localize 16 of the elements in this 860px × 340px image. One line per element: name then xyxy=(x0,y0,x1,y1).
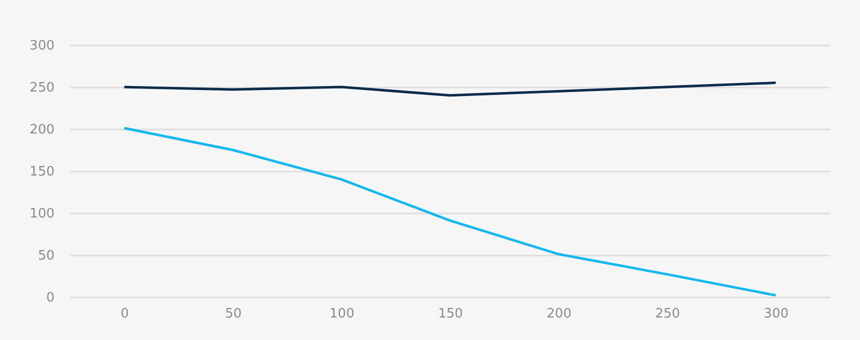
x-tick-label: 250 xyxy=(655,306,680,322)
x-tick-label: 50 xyxy=(225,306,242,322)
x-tick-label: 0 xyxy=(120,306,129,322)
x-tick-label: 150 xyxy=(438,306,463,322)
line-series xyxy=(123,126,777,297)
y-tick-label: 250 xyxy=(30,80,54,96)
y-tick-label: 300 xyxy=(30,38,54,54)
y-tick-label: 200 xyxy=(30,122,54,138)
y-tick-label: 50 xyxy=(38,248,54,264)
x-tick-label: 200 xyxy=(546,306,572,322)
y-tick-label: 0 xyxy=(46,290,54,306)
y-tick-label: 150 xyxy=(30,164,54,180)
x-tick-label: 100 xyxy=(330,306,354,322)
x-tick-label: 300 xyxy=(764,306,789,322)
y-tick-label: 100 xyxy=(30,206,54,222)
line-series xyxy=(123,82,777,97)
